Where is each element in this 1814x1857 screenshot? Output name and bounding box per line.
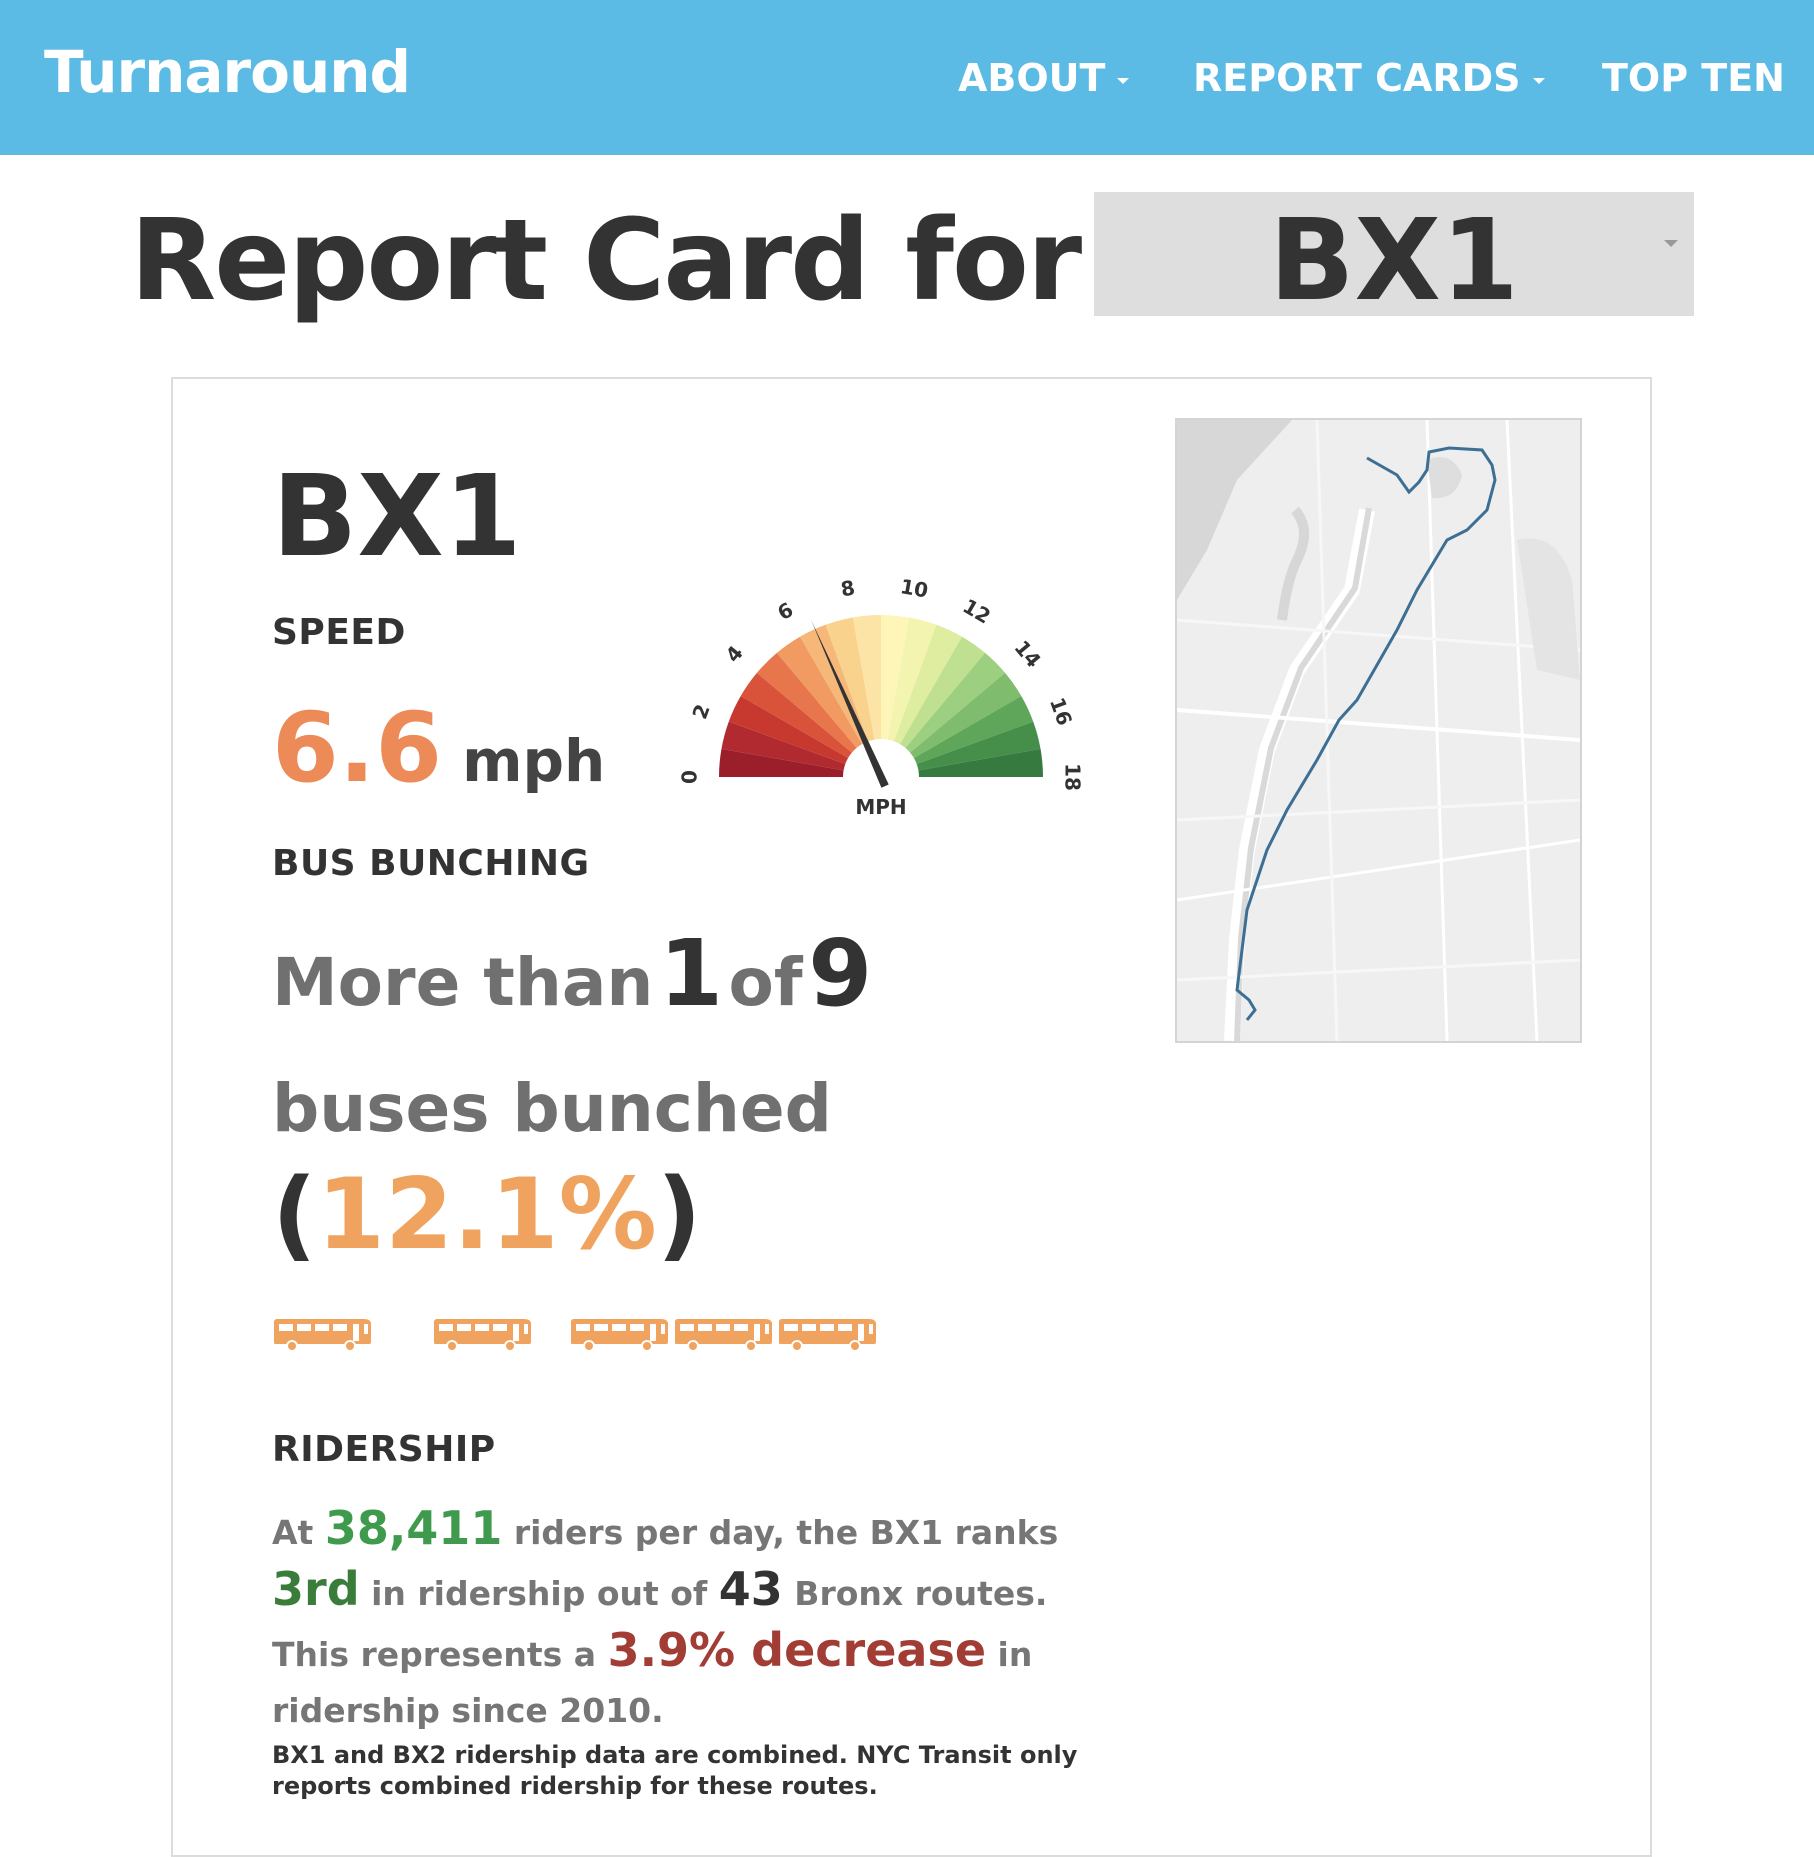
bunching-ratio: More than 1 of 9	[272, 920, 872, 1027]
nav-report-cards[interactable]: REPORT CARDS	[1193, 56, 1545, 100]
ridership-change: 3.9% decrease	[607, 1623, 987, 1677]
gauge-segment	[728, 696, 849, 765]
page-title: Report Card for	[130, 196, 1082, 326]
speed-label: SPEED	[272, 612, 406, 653]
bus-icon	[674, 1318, 773, 1352]
speed-value: 6.6 mph	[272, 692, 605, 804]
gauge-segment	[721, 721, 846, 771]
gauge-needle	[811, 619, 889, 788]
route-line	[1235, 446, 1497, 1021]
gauge-segment	[918, 748, 1043, 777]
bus-icon	[273, 1318, 372, 1352]
route-name: BX1	[272, 452, 522, 582]
ridership-t4: Bronx routes. This represents a	[272, 1574, 1048, 1674]
gauge-segment	[905, 652, 1006, 753]
gauge-tick-label: 4	[721, 641, 748, 667]
ridership-total-routes: 43	[718, 1562, 783, 1616]
gauge-tick-label: 16	[1045, 694, 1077, 728]
bunching-of: of	[728, 944, 803, 1021]
gauge-tick-label: 12	[959, 594, 995, 629]
gauge-tick-label: 6	[773, 597, 797, 625]
bunching-percent: 12.1%	[316, 1158, 657, 1272]
navbar: Turnaround ABOUT REPORT CARDS TOP TEN	[0, 0, 1814, 155]
nav-about[interactable]: ABOUT	[958, 56, 1130, 100]
bunching-prefix: More than	[272, 944, 654, 1021]
gauge-segment	[719, 748, 844, 777]
gauge-segment	[740, 672, 852, 758]
gauge-tick-label: 0	[678, 770, 702, 784]
ridership-riders: 38,411	[324, 1501, 503, 1555]
caret-down-icon	[1117, 77, 1130, 84]
bus-icon	[433, 1318, 532, 1352]
bunching-denominator: 9	[808, 920, 873, 1027]
gauge-segment	[825, 617, 875, 742]
gauge-segment	[887, 617, 937, 742]
gauge-segment	[900, 636, 986, 748]
ridership-text: At 38,411 riders per day, the BX1 ranks …	[272, 1500, 1112, 1739]
gauge-tick-label: 18	[1061, 763, 1085, 791]
gauge-segment	[776, 636, 862, 748]
nav-top-ten[interactable]: TOP TEN	[1602, 56, 1785, 100]
bus-icon	[778, 1318, 877, 1352]
route-select-value: BX1	[1269, 196, 1519, 326]
gauge-segment	[756, 652, 857, 753]
gauge-tick-label: 8	[839, 575, 857, 601]
bus-icon	[570, 1318, 669, 1352]
gauge-segment	[916, 721, 1041, 771]
ridership-t3: in ridership out of	[359, 1574, 719, 1613]
nav-report-cards-label: REPORT CARDS	[1193, 56, 1521, 100]
route-select[interactable]: BX1	[1094, 192, 1694, 326]
gauge-segment	[893, 624, 962, 745]
ridership-note: BX1 and BX2 ridership data are combined.…	[272, 1741, 1078, 1800]
brand-logo[interactable]: Turnaround	[44, 38, 411, 106]
ridership-label: RIDERSHIP	[272, 1429, 496, 1470]
gauge-segment	[913, 696, 1034, 765]
speed-gauge: 0 2 46 8 10 12 14 16 18 MPH	[678, 574, 1085, 819]
paren-open: (	[272, 1158, 317, 1272]
gauge-segment	[881, 615, 910, 740]
gauge-segment	[910, 672, 1022, 758]
gauge-tick-label: 10	[898, 574, 930, 602]
gauge-tick-label: 2	[687, 701, 714, 722]
ridership-t1: At	[272, 1513, 325, 1552]
speed-number: 6.6	[272, 692, 443, 804]
select-arrow-icon[interactable]	[1664, 240, 1678, 247]
bunching-suffix: buses bunched	[272, 1070, 832, 1147]
gauge-unit-label: MPH	[855, 795, 906, 819]
paren-close: )	[656, 1158, 702, 1272]
route-map-canvas	[1177, 420, 1580, 1041]
gauge-tick-label: 14	[1010, 636, 1046, 673]
speed-unit: mph	[462, 727, 606, 795]
bunching-numerator: 1	[658, 920, 723, 1027]
ridership-rank: 3rd	[272, 1562, 360, 1616]
bunching-label: BUS BUNCHING	[272, 843, 590, 884]
route-map[interactable]	[1175, 418, 1582, 1043]
ridership-t2: riders per day, the BX1 ranks	[502, 1513, 1059, 1552]
bunching-percent-line: (12.1%)	[272, 1158, 702, 1272]
gauge-segment	[852, 615, 881, 740]
ridership-t5: in ridership since 2010.	[272, 1635, 1033, 1730]
caret-down-icon	[1532, 77, 1545, 84]
nav-top-ten-label: TOP TEN	[1602, 56, 1785, 100]
nav-about-label: ABOUT	[958, 56, 1106, 100]
